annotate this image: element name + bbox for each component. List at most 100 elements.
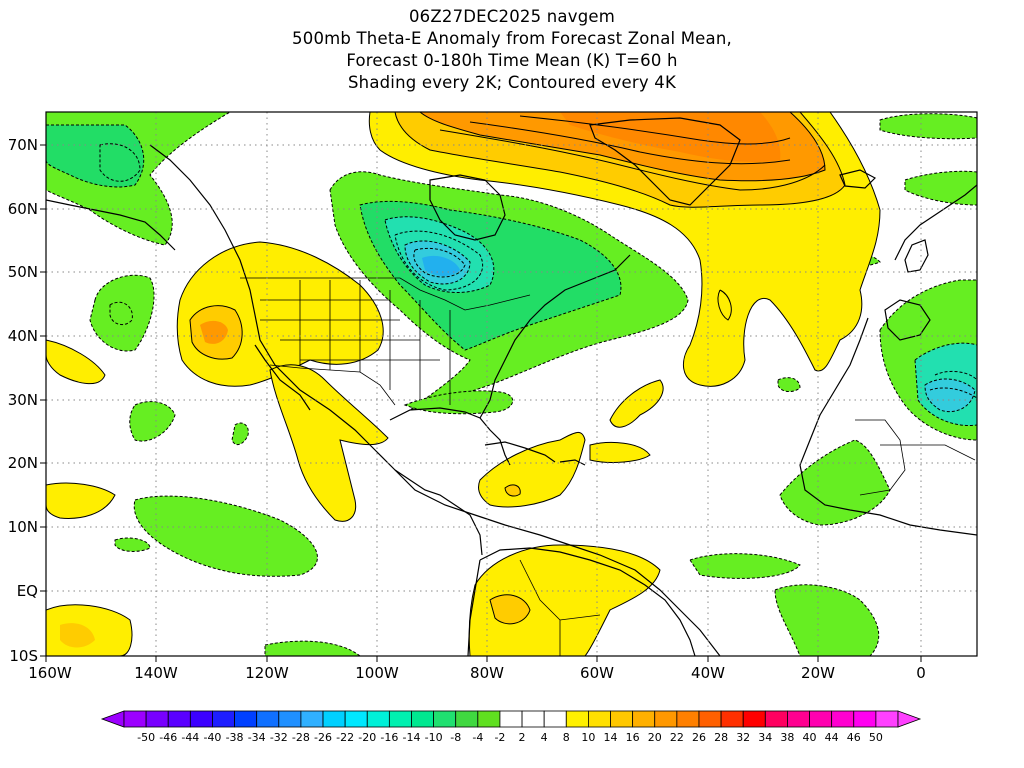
us-state-lines-1 [260, 280, 451, 405]
caribbean-gold-small [504, 484, 521, 497]
colorbar-cell [344, 710, 368, 728]
colorbar-label: -2 [494, 731, 505, 744]
colorbar-label: -20 [358, 731, 376, 744]
colorbar-label: -22 [336, 731, 354, 744]
title-shading-note: Shading every 2K; Contoured every 4K [347, 73, 677, 92]
colorbar-cell [212, 710, 235, 728]
colorbar-left-arrow [100, 710, 125, 728]
caribbean-yellow-east [589, 441, 651, 463]
africa-borders [855, 419, 976, 496]
colorbar-label: -32 [270, 731, 288, 744]
europe-cyan-core [924, 378, 976, 413]
greenland-outline [589, 117, 741, 206]
colorbar-cell [256, 710, 280, 728]
alaska-teal-region [46, 124, 145, 188]
colorbar-cell [831, 710, 855, 728]
atlantic-yellow-strip [609, 379, 664, 428]
tropical-pacific-green [133, 495, 318, 577]
colorbar-cell [875, 710, 899, 728]
colorbar-label: 26 [692, 731, 706, 744]
greenland-contour-1 [439, 129, 826, 191]
lon-label: 80W [470, 664, 504, 682]
europe-coast [894, 184, 977, 261]
colorbar-label: -46 [159, 731, 177, 744]
iceland [839, 169, 876, 189]
west-us-orange-core [200, 320, 228, 344]
atlantic-pos-contour [717, 289, 732, 321]
colorbar-cell [543, 710, 567, 728]
colorbar-cell [521, 710, 545, 728]
plot-area [46, 112, 977, 656]
subtropical-green-small [231, 422, 249, 446]
pacific-yellow-west [46, 482, 116, 519]
colorbar-labels: -50 -46 -44 -40 -38 -34 -32 -28 -26 -22 -20 -16 -14-… [137, 731, 883, 744]
colorbar-cell [742, 710, 766, 728]
lat-label: 20N [8, 454, 38, 472]
colorbar-cell [278, 710, 302, 728]
north-america-coast [149, 144, 721, 656]
title-block: 06Z27DEC2025 navgem 500mb Theta-E Anomal… [0, 6, 1024, 94]
colorbar-cell [300, 710, 324, 728]
colorbar-label: 8 [563, 731, 570, 744]
colorbar-label: 20 [648, 731, 662, 744]
africa-west-coast [799, 317, 977, 536]
south-america-borders [519, 559, 601, 656]
colorbar-label: 46 [847, 731, 861, 744]
subtropical-pacific-green [129, 401, 176, 442]
lon-label: 0 [916, 664, 926, 682]
colorbar-label: 38 [780, 731, 794, 744]
colorbar-cell [809, 710, 833, 728]
colorbar-label: -10 [425, 731, 443, 744]
colorbar-cell [499, 710, 523, 728]
colorbar-cell [764, 710, 788, 728]
lat-label: 40N [8, 327, 38, 345]
colorbar-cell [388, 710, 412, 728]
uk [904, 239, 929, 273]
colorbar-label: 10 [581, 731, 595, 744]
colorbar-label: 22 [670, 731, 684, 744]
east-pacific-gold-south [60, 623, 95, 648]
colorbar-label: 50 [869, 731, 883, 744]
coastlines [46, 117, 977, 656]
lat-label: 10S [9, 647, 38, 665]
lat-label: 70N [8, 136, 38, 154]
colorbar-label: 40 [803, 731, 817, 744]
lat-label: 30N [8, 391, 38, 409]
north-atlantic-green-top [879, 113, 977, 140]
colorbar-label: -28 [292, 731, 310, 744]
lon-label: 160W [28, 664, 72, 682]
colorbar-cell [610, 710, 634, 728]
south-america-west [467, 559, 481, 656]
greenland-orange-inner [560, 112, 781, 163]
atlantic-green-south [774, 584, 880, 656]
colorbar-cell [189, 710, 213, 728]
atlantic-green-blob [689, 553, 801, 579]
colorbar-cell [234, 710, 258, 728]
colorbar-label: 16 [626, 731, 640, 744]
lat-label: 60N [8, 200, 38, 218]
tropical-pacific-green-2 [114, 537, 151, 552]
colorbar-cell [145, 710, 169, 728]
colorbar-cells [100, 710, 922, 728]
pacific-green-blob [89, 274, 155, 352]
central-america [394, 469, 483, 556]
colorbar-label: -8 [450, 731, 461, 744]
cuba [484, 441, 556, 463]
colorbar-label: -14 [403, 731, 421, 744]
colorbar-cell [366, 710, 390, 728]
south-america-coast [479, 547, 696, 656]
iberia [884, 299, 931, 341]
colorbar-cell [698, 710, 722, 728]
colorbar-label: -26 [314, 731, 332, 744]
south-america-gold [489, 594, 531, 625]
lat-label: 10N [8, 518, 38, 536]
colorbar-cell [433, 710, 457, 728]
eastern-na-innermost [422, 255, 460, 276]
colorbar-cell [455, 710, 479, 728]
lon-label: 140W [134, 664, 178, 682]
greenland-contour-3 [519, 115, 791, 145]
colorbar-cell [123, 710, 147, 728]
azores-green-small [777, 377, 801, 393]
colorbar-cell [477, 710, 501, 728]
greenland-contour-2 [469, 121, 791, 165]
